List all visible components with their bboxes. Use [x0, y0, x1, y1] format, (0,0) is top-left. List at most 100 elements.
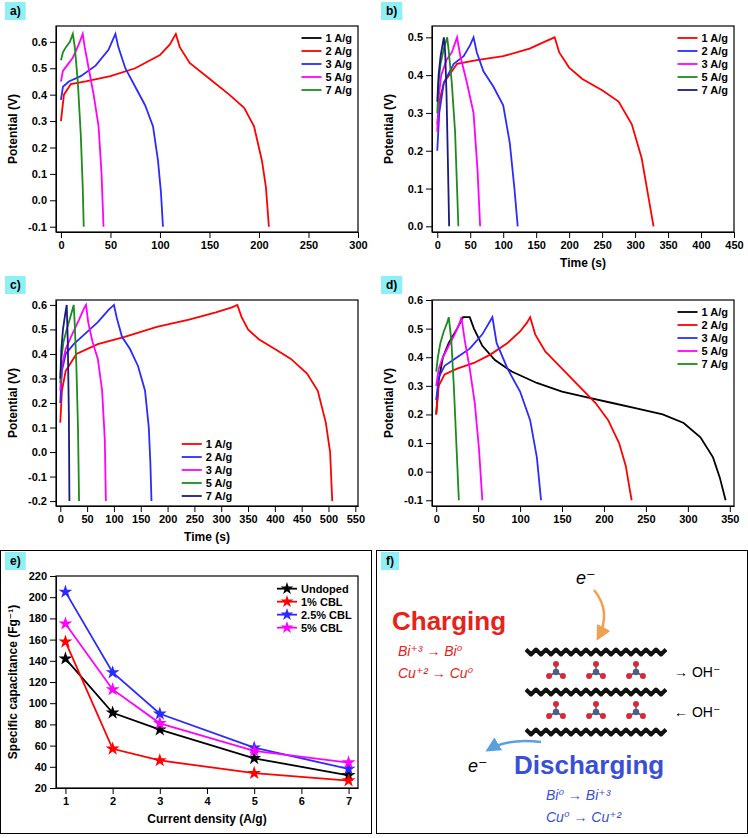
x-tick-mark	[168, 506, 169, 512]
series-point	[106, 741, 120, 754]
x-tick-label: 150	[553, 513, 571, 525]
legend-entry: 7 A/g	[678, 84, 729, 96]
series-line	[436, 317, 725, 500]
x-tick: 50	[473, 506, 485, 525]
plot-frame	[56, 300, 358, 506]
plot-area	[436, 317, 725, 500]
panel: 0501001502002503003504004500.00.10.20.30…	[381, 2, 744, 270]
y-tick-label: 40	[35, 761, 47, 773]
x-tick-mark	[110, 232, 111, 238]
discharging-reaction: Cu⁰ → Cu⁺²	[546, 809, 623, 825]
y-tick-label: 0.6	[32, 36, 47, 48]
y-tick-mark	[50, 724, 56, 725]
x-tick-label: 300	[626, 239, 644, 251]
x-tick-label: 100	[495, 239, 513, 251]
legend-swatch	[182, 495, 202, 497]
legend-label: 7 A/g	[206, 490, 233, 502]
figure: 050100150200250300-0.10.00.10.20.30.40.5…	[0, 0, 748, 838]
x-tick-mark	[604, 506, 605, 512]
x-tick-label: 200	[250, 239, 268, 251]
panel-label: a)	[5, 2, 26, 20]
x-tick-label: 500	[320, 513, 338, 525]
x-tick-label: 200	[595, 513, 613, 525]
molecule-atom	[600, 713, 606, 719]
legend-label: 3 A/g	[206, 464, 233, 476]
legend-entry: 7 A/g	[182, 490, 233, 502]
y-tick: 180	[29, 612, 56, 624]
legend-entry: 1 A/g	[302, 32, 353, 44]
legend-label: 2 A/g	[326, 45, 353, 57]
charging-reaction: Cu⁺² → Cu⁰	[398, 665, 474, 681]
x-tick-mark	[248, 506, 249, 512]
series-line	[65, 624, 348, 763]
y-tick-mark	[50, 477, 56, 478]
y-tick-label: 0.6	[408, 294, 423, 306]
legend-entry: 5 A/g	[182, 477, 233, 489]
panel-label-text: c)	[10, 278, 21, 292]
y-tick-mark	[50, 200, 56, 201]
x-tick: 550	[347, 506, 365, 525]
series-line	[437, 37, 517, 226]
legend-swatch	[182, 482, 202, 484]
legend-swatch	[302, 37, 322, 39]
y-axis-title: Potential (V)	[6, 94, 20, 164]
y-tick-mark	[50, 42, 56, 43]
y-tick-mark	[426, 300, 432, 301]
y-tick: 0.5	[32, 62, 56, 74]
x-tick-label: 250	[186, 513, 204, 525]
x-tick: 150	[132, 506, 150, 525]
y-tick: 0.6	[408, 294, 432, 306]
y-tick: 0.2	[408, 145, 432, 157]
legend-swatch	[678, 350, 698, 352]
y-tick-label: 0.1	[32, 422, 47, 434]
y-tick: 0.1	[408, 183, 432, 195]
y-tick-label: 0.5	[32, 62, 47, 74]
y-tick: 0.2	[32, 397, 56, 409]
panel-label-text: e)	[10, 554, 21, 568]
x-tick: 0	[58, 506, 64, 525]
legend-swatch	[678, 50, 698, 52]
y-tick-mark	[426, 329, 432, 330]
x-axis-title: Time (s)	[560, 256, 606, 270]
y-tick: -0.1	[28, 471, 56, 483]
legend-label: 5 A/g	[702, 71, 729, 83]
plot-area	[437, 37, 653, 226]
series-line	[60, 305, 106, 501]
diagram: e⁻ChargingBi⁺³ → Bi⁰Cu⁺² → Cu⁰→ OH⁻← OH⁻…	[377, 551, 748, 834]
x-tick: 0	[434, 506, 440, 525]
x-tick-mark	[114, 506, 115, 512]
y-tick-mark	[50, 174, 56, 175]
legend-marker	[281, 608, 294, 620]
y-tick: 220	[29, 570, 56, 582]
series-line	[61, 34, 163, 227]
y-tick-label: 0.2	[408, 408, 423, 420]
y-tick-label: 0.0	[32, 446, 47, 458]
series-point	[153, 753, 167, 766]
molecule-atom	[546, 673, 552, 679]
y-tick-mark	[50, 403, 56, 404]
y-tick: 100	[29, 697, 56, 709]
x-tick: 7	[346, 788, 352, 807]
y-tick-label: 0.4	[408, 69, 424, 81]
legend-entry: 3 A/g	[678, 58, 729, 70]
molecule-atom	[600, 673, 606, 679]
molecule-atom	[626, 673, 632, 679]
legend: 1 A/g2 A/g3 A/g5 A/g7 A/g	[678, 306, 729, 370]
y-tick-label: 0.1	[408, 437, 423, 449]
legend-swatch	[678, 311, 698, 313]
x-tick-mark	[254, 788, 255, 794]
legend-entry: 3 A/g	[678, 332, 729, 344]
x-tick: 4	[204, 788, 211, 807]
y-tick-mark	[426, 500, 432, 501]
x-tick-label: 400	[266, 513, 284, 525]
panel-label: b)	[381, 2, 402, 20]
x-tick-label: 50	[81, 513, 93, 525]
legend-label: 2 A/g	[702, 45, 729, 57]
y-tick-mark	[50, 576, 56, 577]
molecule-atom	[553, 709, 559, 715]
legend: 1 A/g2 A/g3 A/g5 A/g7 A/g	[182, 438, 233, 502]
legend-swatch	[302, 89, 322, 91]
series-line	[436, 317, 631, 500]
x-tick-label: 150	[132, 513, 150, 525]
x-tick-mark	[536, 232, 537, 238]
